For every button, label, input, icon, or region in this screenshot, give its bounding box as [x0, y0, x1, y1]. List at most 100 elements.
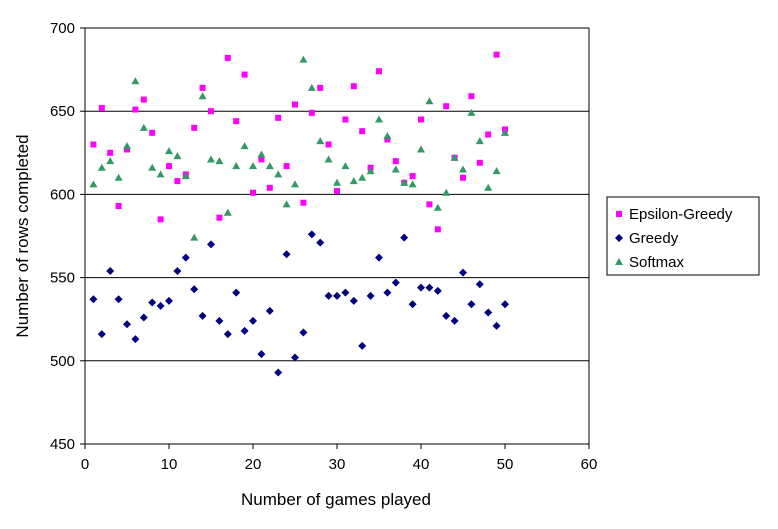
data-point	[425, 97, 434, 105]
y-tick-label: 550	[50, 270, 75, 287]
data-point	[215, 316, 224, 325]
data-point	[223, 330, 232, 339]
legend-label-epsilon-greedy: Epsilon-Greedy	[629, 206, 733, 223]
legend-marker-shape	[615, 258, 623, 265]
y-tick-label: 500	[50, 353, 75, 370]
data-point	[148, 298, 157, 307]
legend-marker-triangle-icon	[615, 258, 623, 265]
data-point	[308, 109, 315, 116]
data-point	[173, 152, 182, 160]
y-tick-label: 700	[50, 20, 75, 37]
data-point	[198, 311, 207, 320]
legend-label-greedy: Greedy	[629, 230, 679, 247]
legend-marker-shape	[616, 211, 622, 217]
data-point	[282, 200, 291, 208]
data-point	[349, 296, 358, 305]
data-point	[258, 156, 265, 163]
data-point	[300, 199, 307, 206]
data-point	[468, 93, 475, 100]
data-point	[459, 165, 467, 173]
data-point	[132, 106, 139, 113]
data-point	[181, 253, 190, 262]
data-point	[307, 230, 316, 239]
data-point	[282, 250, 291, 259]
data-point	[467, 300, 476, 309]
data-point	[249, 162, 257, 170]
data-point	[418, 116, 424, 123]
data-point	[342, 116, 349, 123]
data-point	[475, 137, 484, 145]
data-point	[408, 300, 417, 309]
data-point	[450, 316, 459, 325]
data-point	[375, 253, 383, 262]
data-point	[139, 123, 148, 131]
data-point	[165, 296, 173, 305]
data-point	[157, 216, 164, 223]
y-axis-title: Number of rows completed	[13, 134, 32, 337]
data-point	[392, 158, 399, 165]
data-point	[250, 189, 256, 196]
data-point	[493, 51, 500, 58]
data-point	[106, 157, 115, 165]
y-tick-label: 600	[50, 186, 75, 203]
data-point	[149, 129, 156, 136]
legend-marker-square-icon	[616, 211, 622, 217]
data-point	[233, 118, 240, 125]
data-point	[207, 155, 215, 163]
data-point	[358, 173, 367, 181]
y-tick-label: 450	[50, 436, 75, 453]
data-point	[324, 155, 333, 163]
data-point	[257, 350, 266, 359]
data-point	[383, 132, 392, 140]
legend-box	[606, 196, 760, 276]
data-point	[215, 157, 224, 165]
data-point	[366, 291, 375, 300]
data-point	[376, 68, 382, 75]
data-point	[366, 167, 375, 175]
legend-item-softmax: Softmax	[615, 254, 685, 271]
data-point	[89, 180, 98, 188]
data-point	[89, 295, 98, 304]
data-point	[165, 147, 173, 155]
data-point	[98, 104, 105, 111]
data-point	[349, 177, 358, 185]
data-point	[199, 84, 206, 91]
data-point	[291, 180, 299, 188]
data-point	[359, 128, 366, 135]
x-tick-label: 60	[581, 456, 598, 473]
data-point	[433, 286, 442, 295]
data-point	[417, 283, 425, 292]
data-point	[123, 142, 131, 150]
x-tick-label: 10	[161, 456, 178, 473]
data-point	[114, 295, 123, 304]
data-point	[190, 285, 199, 294]
data-point	[333, 291, 341, 300]
data-point	[485, 131, 492, 138]
legend-marker-diamond-icon	[615, 234, 623, 242]
data-point	[139, 313, 148, 322]
data-point	[316, 238, 325, 247]
data-point	[265, 306, 274, 315]
x-tick-label: 20	[245, 456, 262, 473]
data-point	[124, 146, 130, 153]
data-point	[316, 137, 325, 145]
data-point	[325, 141, 332, 148]
data-point	[307, 83, 316, 91]
data-point	[148, 163, 157, 171]
data-point	[408, 180, 417, 188]
data-point	[334, 188, 340, 195]
data-point	[97, 163, 106, 171]
data-point	[190, 233, 199, 241]
data-point	[274, 368, 283, 377]
data-point	[266, 184, 273, 191]
data-point	[265, 162, 274, 170]
data-point	[299, 55, 308, 63]
data-point	[207, 240, 215, 249]
data-point	[384, 136, 391, 143]
data-point	[426, 201, 433, 208]
data-point	[181, 172, 190, 180]
data-point	[283, 163, 290, 170]
data-point	[492, 321, 501, 330]
